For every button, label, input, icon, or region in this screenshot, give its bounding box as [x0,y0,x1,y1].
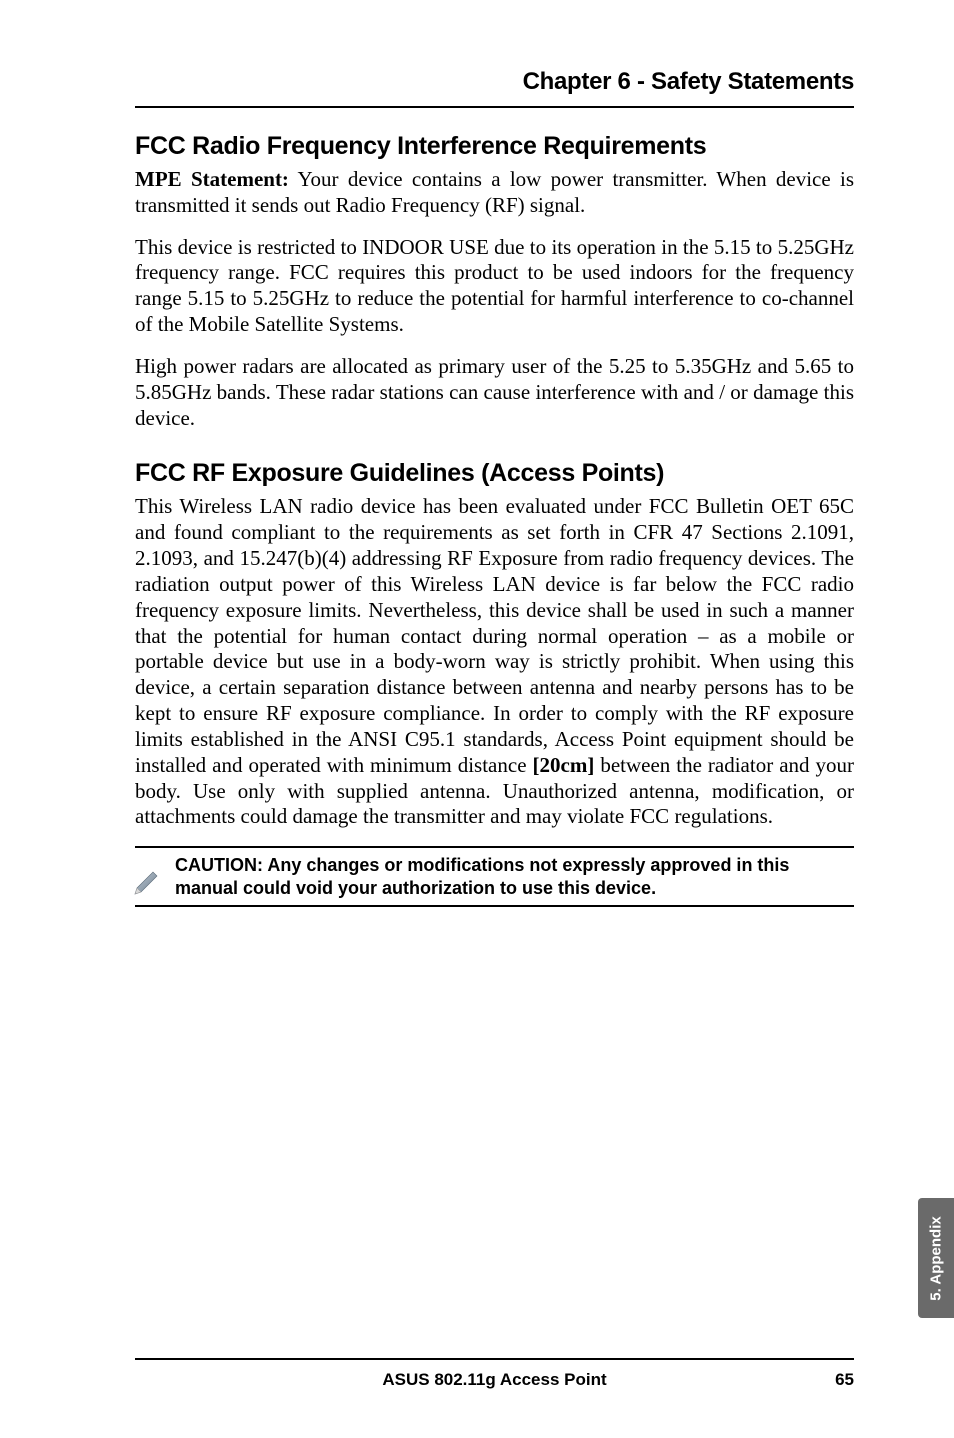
section-title-fcc-rf-exposure: FCC RF Exposure Guidelines (Access Point… [135,459,854,488]
footer-rule [135,1358,854,1360]
chapter-rule [135,106,854,108]
mpe-lead: MPE Statement: [135,167,289,191]
side-tab-label: 5. Appendix [928,1216,945,1300]
side-tab-appendix: 5. Appendix [918,1198,954,1318]
paragraph-mpe: MPE Statement: Your device contains a lo… [135,167,854,219]
paragraph-indoor: This device is restricted to INDOOR USE … [135,235,854,338]
page-footer: ASUS 802.11g Access Point 65 [135,1358,854,1390]
footer-title: ASUS 802.11g Access Point [175,1370,814,1390]
chapter-title: Chapter 6 - Safety Statements [135,68,854,96]
caution-text: CAUTION: Any changes or modifications no… [175,854,854,899]
footer-page-number: 65 [814,1370,854,1390]
exposure-a: This Wireless LAN radio device has been … [135,494,854,776]
section-title-fcc-rfi: FCC Radio Frequency Interference Require… [135,132,854,161]
paragraph-exposure: This Wireless LAN radio device has been … [135,494,854,830]
pencil-icon [131,864,163,901]
paragraph-radar: High power radars are allocated as prima… [135,354,854,431]
exposure-distance: [20cm] [533,753,595,777]
caution-block: CAUTION: Any changes or modifications no… [135,846,854,907]
